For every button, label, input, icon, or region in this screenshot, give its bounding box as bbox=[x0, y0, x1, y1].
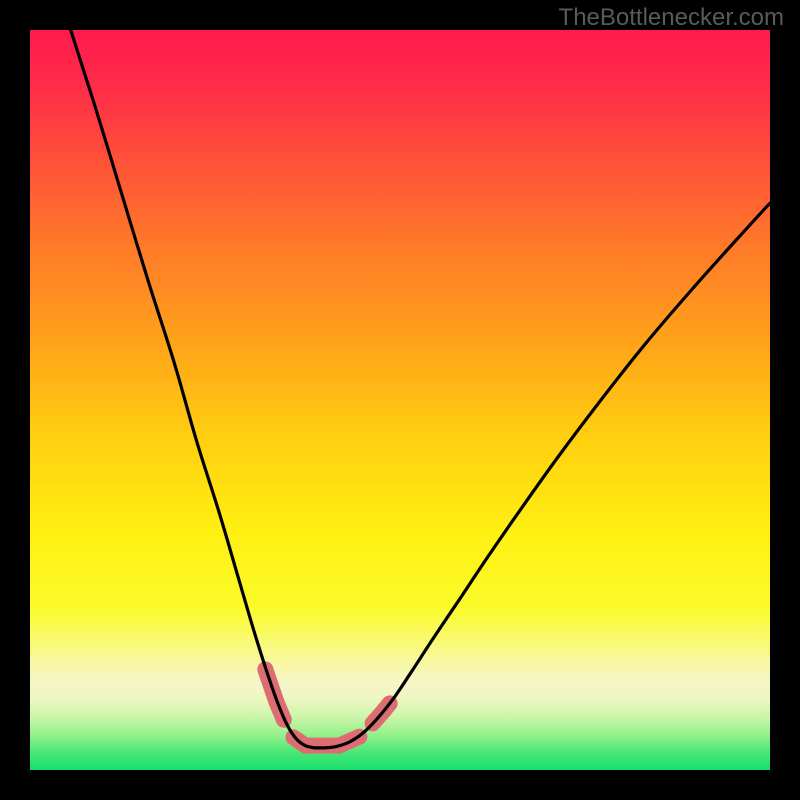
left-curve bbox=[71, 30, 314, 748]
curve-layer bbox=[30, 30, 770, 770]
watermark-text: TheBottlenecker.com bbox=[559, 4, 784, 32]
right-curve bbox=[314, 203, 770, 748]
plot-area bbox=[30, 30, 770, 770]
